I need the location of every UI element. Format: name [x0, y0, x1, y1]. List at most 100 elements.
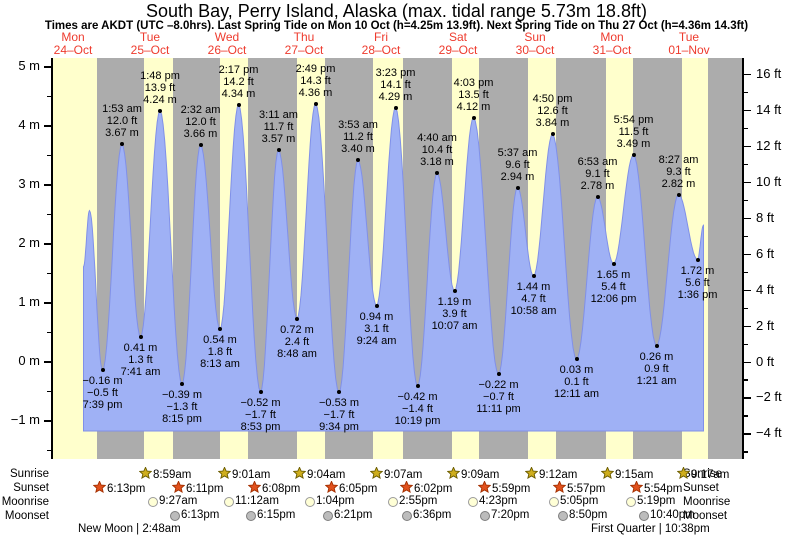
right-axis-minor-tick: [743, 163, 748, 166]
sunrise-time: 9:04am: [307, 468, 346, 481]
sunset-time: 6:08pm: [262, 482, 301, 495]
moonrise-entry: 2:55pm: [388, 495, 437, 508]
tide-extreme-marker: [337, 390, 341, 395]
axis-line: [742, 58, 744, 459]
day-label: Thu 27–Oct: [284, 30, 324, 57]
right-axis-tick: [743, 397, 751, 399]
tide-extreme-marker: [198, 143, 203, 148]
sunset-time: 6:05pm: [339, 482, 378, 495]
left-axis-minor-tick: [47, 95, 52, 97]
left-axis-tick: [44, 66, 52, 68]
right-axis-label: 14 ft: [756, 101, 782, 117]
left-axis-tick: [44, 420, 52, 422]
tide-extreme-marker: [356, 158, 360, 163]
sunset-entry: 5:59pm: [477, 480, 530, 497]
right-axis-minor-tick: [743, 307, 748, 310]
moonrise-row-label-right: Moonrise: [683, 496, 731, 508]
right-axis-minor-tick: [743, 91, 748, 94]
right-axis-label: 16 ft: [756, 65, 782, 81]
tide-curve: [83, 102, 704, 432]
sunset-entry: 6:08pm: [247, 480, 301, 497]
sunrise-time: 8:59am: [153, 468, 192, 481]
low-tide-label: 1.19 m 3.9 ft 10:07 am: [431, 295, 478, 332]
moonset-icon: [323, 510, 333, 521]
moonset-time: 6:36pm: [413, 509, 452, 521]
left-axis-tick: [44, 361, 52, 363]
low-tide-label: 0.03 m 0.1 ft 12:11 am: [553, 364, 600, 401]
moonrise-entry: 11:12am: [224, 495, 279, 508]
high-tide-label: 5:54 pm 11.5 ft 3.49 m: [613, 114, 654, 151]
sunset-time: 5:54pm: [644, 482, 683, 495]
sunrise-entry: 9:15am: [600, 466, 653, 483]
moonrise-entry: 9:27am: [148, 495, 197, 508]
low-tide-label: 0.94 m 3.1 ft 9:24 am: [356, 310, 397, 347]
moonset-time: 6:13pm: [181, 509, 220, 521]
day-label: Mon 24–Oct: [53, 30, 93, 57]
low-tide-label: −0.22 m −0.7 ft 11:11 pm: [476, 378, 521, 415]
high-tide-label: 4:40 am 10.4 ft 3.18 m: [417, 132, 457, 169]
moonrise-row-label-left: Moonrise: [1, 496, 49, 508]
moonset-time: 10:40pm: [650, 509, 695, 521]
sunrise-entry: 9:01am: [217, 466, 270, 483]
left-axis-label: 0 m: [18, 353, 40, 368]
moonrise-time: 5:19pm: [637, 495, 676, 507]
sunrise-entry: 9:17am: [676, 466, 729, 483]
moonrise-entry: 5:05pm: [549, 495, 598, 508]
sunrise-entry: 9:04am: [292, 466, 346, 483]
sunrise-entry: 9:09am: [446, 466, 499, 483]
sunrise-star-icon: [369, 466, 384, 483]
low-tide-label: −0.39 m −1.3 ft 8:15 pm: [161, 389, 203, 425]
moonrise-time: 9:27am: [159, 495, 198, 507]
low-tide-label: 1.44 m 4.7 ft 10:58 am: [510, 281, 557, 318]
moonset-entry: 6:21pm: [323, 509, 372, 522]
tide-extreme-marker: [435, 171, 439, 176]
low-tide-label: 0.54 m 1.8 ft 8:13 am: [200, 334, 240, 371]
left-axis-minor-tick: [47, 390, 52, 392]
tide-extreme-marker: [100, 368, 105, 373]
left-axis-minor-tick: [47, 449, 52, 451]
sunset-time: 6:02pm: [414, 482, 453, 495]
day-label: Tue 25–Oct: [130, 30, 170, 57]
right-axis-label: 0 ft: [756, 353, 775, 369]
right-axis-label: 8 ft: [756, 209, 775, 225]
right-axis-tick: [743, 109, 751, 112]
day-label: Sat 29–Oct: [438, 30, 478, 57]
sunrise-star-icon: [676, 466, 691, 483]
right-axis-tick: [743, 73, 751, 76]
low-tide-label: 1.65 m 5.4 ft 12:06 pm: [590, 268, 637, 305]
moonrise-icon: [305, 496, 315, 507]
page-title: South Bay, Perry Island, Alaska (max. ti…: [146, 1, 647, 21]
low-tide-label: −0.53 m −1.7 ft 9:34 pm: [318, 397, 360, 434]
left-axis-label: 1 m: [18, 294, 40, 309]
moon-phase-label: New Moon | 2:48am: [78, 523, 181, 535]
moonrise-time: 1:04pm: [316, 495, 355, 507]
axis-line: [51, 58, 53, 459]
left-axis-label: −1 m: [10, 412, 40, 427]
tide-extreme-marker: [295, 316, 299, 321]
left-axis-minor-tick: [47, 154, 52, 156]
moonrise-icon: [626, 496, 636, 507]
day-label: Wed 26–Oct: [207, 30, 247, 57]
high-tide-label: 6:53 am 9.1 ft 2.78 m: [577, 155, 618, 192]
left-axis-tick: [44, 302, 52, 304]
tide-extreme-marker: [452, 288, 457, 293]
sunset-entry: 6:05pm: [324, 480, 378, 497]
sunrise-entry: 9:12am: [524, 466, 577, 483]
moonrise-icon: [148, 496, 158, 507]
high-tide-label: 4:50 pm 12.6 ft 3.84 m: [532, 93, 573, 130]
left-axis-tick: [44, 243, 52, 245]
moonset-row-label-right: Moonset: [683, 510, 728, 522]
sunrise-row-label-left: Sunrise: [10, 468, 49, 480]
left-axis-tick: [44, 184, 52, 186]
right-axis-label: 2 ft: [756, 317, 775, 333]
day-label: Fri 28–Oct: [361, 30, 401, 57]
left-axis-label: 2 m: [18, 235, 40, 250]
sunset-star-icon: [324, 480, 339, 497]
moonset-icon: [402, 510, 412, 521]
moonset-entry: 6:15pm: [246, 509, 295, 522]
moonset-entry: 10:40pm: [639, 509, 695, 522]
right-axis-minor-tick: [743, 415, 748, 417]
tide-extreme-marker: [276, 148, 281, 153]
sunrise-star-icon: [524, 466, 539, 483]
right-axis-minor-tick: [743, 235, 748, 238]
